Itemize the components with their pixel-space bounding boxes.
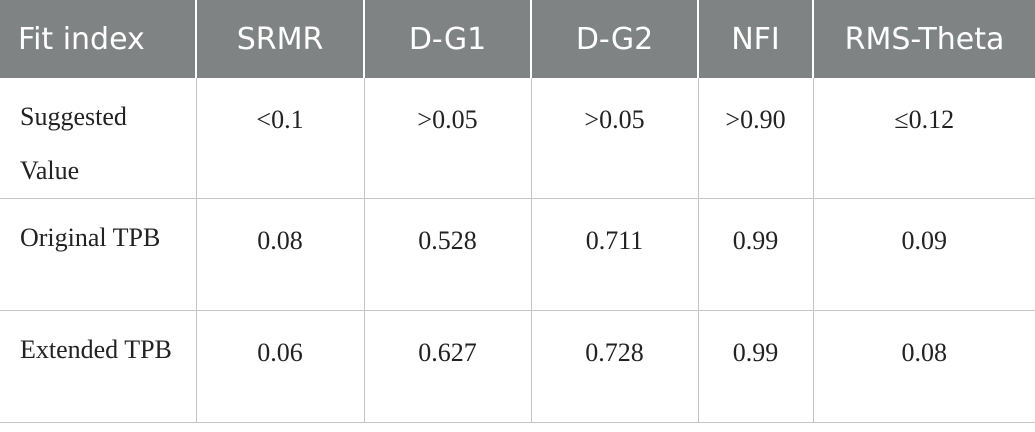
table-cell: >0.05 [363, 78, 531, 199]
table-cell: 0.99 [697, 310, 813, 423]
header-srmr: SRMR [195, 0, 364, 78]
table-cell: >0.90 [697, 78, 813, 199]
header-d-g2: D-G2 [530, 0, 698, 78]
table-row-suggested-value: Suggested Value <0.1 >0.05 >0.05 >0.90 ≤… [0, 78, 1035, 199]
row-label-text: Original TPB [20, 223, 161, 252]
fit-index-table-container: Fit index SRMR D-G1 D-G2 NFI RMS-Theta S… [0, 0, 1035, 423]
header-d-g1: D-G1 [363, 0, 531, 78]
table-cell: 0.99 [697, 198, 813, 311]
table-row-original-tpb: Original TPB 0.08 0.528 0.711 0.99 0.09 [0, 198, 1035, 311]
table-cell: 0.711 [530, 198, 698, 311]
table-cell: 0.09 [812, 198, 1035, 311]
table-header-row: Fit index SRMR D-G1 D-G2 NFI RMS-Theta [0, 0, 1035, 78]
row-label: Extended TPB [0, 310, 196, 423]
row-label: Original TPB [0, 198, 196, 311]
row-label-text: Extended TPB [20, 335, 172, 364]
table-cell: ≤0.12 [812, 78, 1035, 199]
table-cell: 0.08 [812, 310, 1035, 423]
table-cell: 0.08 [195, 198, 364, 311]
header-fit-index: Fit index [18, 21, 145, 57]
header-rms-theta: RMS-Theta [812, 0, 1035, 78]
table-cell: <0.1 [195, 78, 364, 199]
row-label: Suggested Value [0, 78, 196, 199]
table-cell: 0.528 [363, 198, 531, 311]
table-cell: 0.627 [363, 310, 531, 423]
table-cell: 0.728 [530, 310, 698, 423]
table-cell: 0.06 [195, 310, 364, 423]
table-cell: >0.05 [530, 78, 698, 199]
header-nfi: NFI [697, 0, 813, 78]
row-label-text: Suggested Value [20, 102, 127, 185]
table-row-extended-tpb: Extended TPB 0.06 0.627 0.728 0.99 0.08 [0, 310, 1035, 423]
fit-index-table: Fit index SRMR D-G1 D-G2 NFI RMS-Theta S… [0, 0, 1035, 423]
